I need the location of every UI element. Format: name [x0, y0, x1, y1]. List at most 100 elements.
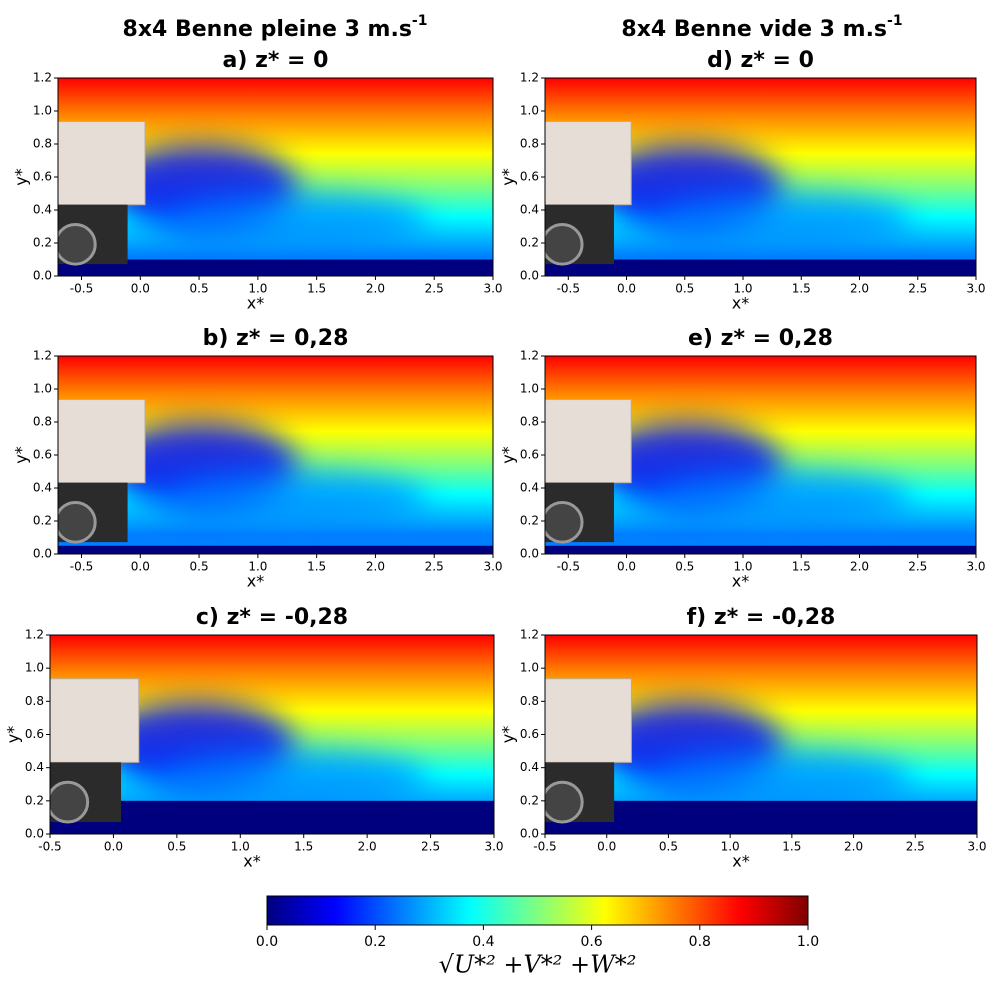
heatmap-field: [545, 635, 977, 834]
ground-region: [50, 800, 494, 834]
y-tick-label: 1.0: [33, 382, 52, 396]
x-tick-label: 0.5: [659, 840, 678, 854]
panel-title: f) z* = -0,28: [687, 605, 836, 630]
y-axis-label: y*: [499, 726, 518, 743]
x-tick-label: 1.5: [792, 282, 811, 296]
x-tick-label: 1.0: [248, 560, 267, 574]
heatmap-field: [58, 78, 493, 276]
ground-region: [58, 259, 493, 276]
x-tick-label: -0.5: [557, 560, 580, 574]
x-tick-label: 2.5: [908, 560, 927, 574]
y-tick-label: 1.2: [33, 71, 52, 85]
y-axis-label: y*: [12, 446, 31, 463]
y-tick-label: 0.6: [520, 170, 539, 184]
panel-title: c) z* = -0,28: [196, 605, 348, 630]
x-tick-label: 1.0: [733, 560, 752, 574]
panel-title: b) z* = 0,28: [203, 326, 349, 351]
truck-wheel: [545, 780, 584, 824]
colorbar-tick-label: 0.8: [689, 934, 711, 950]
x-axis-label: x*: [247, 294, 264, 313]
x-tick-label: 1.5: [792, 560, 811, 574]
x-tick-label: 1.5: [782, 840, 801, 854]
wake-region: [166, 192, 428, 249]
colorbar-tick-label: 0.6: [580, 934, 602, 950]
y-tick-label: 0.6: [33, 448, 52, 462]
x-tick-label: 0.5: [675, 560, 694, 574]
x-tick-label: 0.5: [675, 282, 694, 296]
heatmap-field: [545, 78, 976, 276]
x-tick-label: 0.0: [617, 560, 636, 574]
y-tick-label: 0.2: [520, 793, 539, 807]
y-tick-label: 0.6: [33, 170, 52, 184]
x-tick-label: 0.0: [131, 560, 150, 574]
y-tick-label: 0.2: [25, 793, 44, 807]
y-tick-label: 1.0: [520, 104, 539, 118]
column-title: 8x4 Benne vide 3 m.s-1: [621, 13, 902, 42]
y-tick-label: 0.8: [33, 415, 52, 429]
y-tick-label: 1.2: [520, 71, 539, 85]
y-tick-label: 1.0: [520, 382, 539, 396]
y-axis-label: y*: [499, 446, 518, 463]
x-tick-label: 0.0: [131, 282, 150, 296]
y-tick-label: 1.2: [520, 628, 539, 642]
ground-region: [545, 545, 976, 554]
x-axis-label: x*: [732, 294, 749, 313]
x-axis-label: x*: [247, 572, 264, 591]
y-axis-label: y*: [4, 726, 23, 743]
title-text: 8x4 Benne pleine 3 m.s: [123, 17, 412, 42]
x-tick-label: 1.0: [231, 840, 250, 854]
truck-wheel: [58, 223, 97, 266]
wake-region: [166, 470, 428, 527]
y-tick-label: 0.8: [520, 694, 539, 708]
x-tick-label: 2.0: [850, 282, 869, 296]
ground-region: [545, 259, 976, 276]
title-superscript: -1: [412, 13, 428, 29]
x-tick-label: 3.0: [483, 282, 502, 296]
x-tick-label: 1.5: [307, 560, 326, 574]
truck-body: [50, 678, 140, 763]
y-tick-label: 0.8: [33, 137, 52, 151]
y-tick-label: 0.2: [33, 514, 52, 528]
title-text: 8x4 Benne vide 3 m.s: [621, 17, 887, 42]
x-tick-label: 0.0: [597, 840, 616, 854]
x-tick-label: 2.5: [421, 840, 440, 854]
x-tick-label: 3.0: [966, 282, 985, 296]
x-tick-label: 0.0: [104, 840, 123, 854]
truck-body: [545, 121, 632, 206]
y-tick-label: 0.4: [33, 203, 52, 217]
y-tick-label: 0.6: [25, 727, 44, 741]
y-tick-label: 0.4: [25, 760, 44, 774]
x-axis-label: x*: [732, 572, 749, 591]
y-tick-label: 0.6: [520, 448, 539, 462]
colorbar-tick-label: 0.4: [472, 934, 494, 950]
panel-title: d) z* = 0: [707, 48, 814, 73]
x-tick-label: 0.5: [190, 560, 209, 574]
wake-region: [652, 470, 912, 527]
x-tick-label: 2.0: [850, 560, 869, 574]
x-tick-label: 1.0: [733, 282, 752, 296]
x-tick-label: 0.0: [617, 282, 636, 296]
x-tick-label: 1.5: [307, 282, 326, 296]
x-tick-label: 2.5: [425, 560, 444, 574]
y-tick-label: 1.2: [520, 349, 539, 363]
x-tick-label: 2.0: [366, 560, 385, 574]
ground-region: [58, 545, 493, 554]
x-axis-label: x*: [732, 852, 749, 871]
x-tick-label: 3.0: [967, 840, 986, 854]
wake-region: [653, 750, 913, 807]
panel-title: e) z* = 0,28: [688, 326, 833, 351]
y-tick-label: 0.0: [33, 547, 52, 561]
y-tick-label: 0.0: [520, 827, 539, 841]
y-tick-label: 0.4: [520, 203, 539, 217]
wake-region: [652, 192, 912, 249]
colorbar-tick-label: 0.2: [364, 934, 386, 950]
x-tick-label: -0.5: [70, 560, 93, 574]
truck-body: [58, 399, 146, 484]
x-axis-label: x*: [243, 852, 260, 871]
x-tick-label: 0.5: [190, 282, 209, 296]
y-tick-label: 0.8: [520, 137, 539, 151]
truck-wheel: [58, 501, 97, 544]
y-tick-label: 0.4: [520, 481, 539, 495]
x-tick-label: 2.5: [908, 282, 927, 296]
heatmap-field: [50, 635, 494, 834]
